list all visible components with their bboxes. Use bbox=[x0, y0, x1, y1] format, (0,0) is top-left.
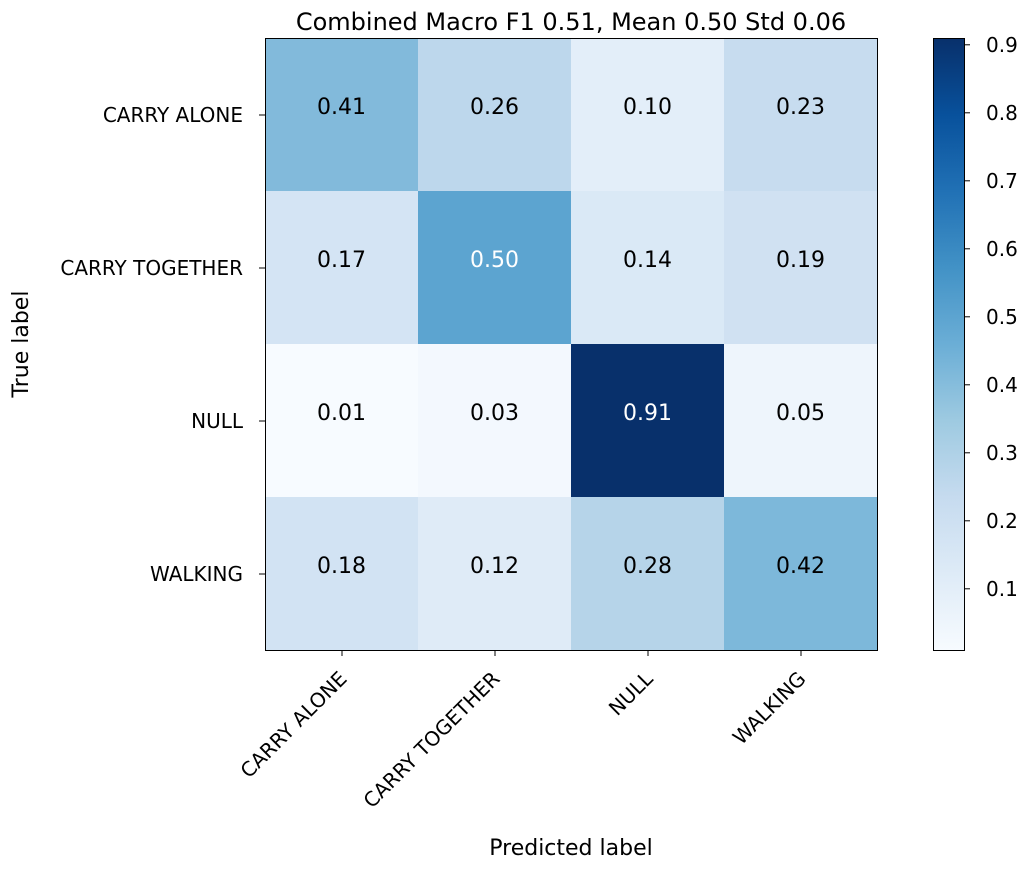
cell-value-label: 0.03 bbox=[470, 401, 519, 426]
heatmap-cell bbox=[571, 344, 725, 498]
cell-value-label: 0.41 bbox=[317, 95, 366, 120]
heatmap-cell bbox=[571, 497, 725, 651]
x-tick-label: CARRY TOGETHER bbox=[358, 666, 504, 812]
heatmap-cell bbox=[265, 191, 419, 345]
heatmap-cell bbox=[724, 497, 878, 651]
colorbar-tick-label: 0.8 bbox=[986, 101, 1018, 125]
cell-value-label: 0.18 bbox=[317, 554, 366, 579]
heatmap-cell bbox=[724, 38, 878, 192]
cell-value-label: 0.17 bbox=[317, 248, 366, 273]
colorbar-tick-label: 0.1 bbox=[986, 577, 1018, 601]
heatmap-cell bbox=[724, 191, 878, 345]
heatmap-cell bbox=[265, 38, 419, 192]
heatmap-cell bbox=[265, 344, 419, 498]
cell-value-label: 0.26 bbox=[470, 95, 519, 120]
cell-value-label: 0.12 bbox=[470, 554, 519, 579]
heatmap-cell bbox=[571, 38, 725, 192]
y-tick-label: WALKING bbox=[150, 562, 243, 586]
cell-value-label: 0.14 bbox=[623, 248, 672, 273]
x-tick-label: WALKING bbox=[728, 667, 811, 750]
y-tick-label: CARRY ALONE bbox=[103, 103, 243, 127]
heatmap-cell bbox=[571, 191, 725, 345]
colorbar bbox=[933, 38, 965, 651]
colorbar-tick-label: 0.2 bbox=[986, 509, 1018, 533]
cell-value-label: 0.28 bbox=[623, 554, 672, 579]
heatmap-cell bbox=[724, 344, 878, 498]
x-tick-label: NULL bbox=[604, 666, 658, 720]
colorbar-tick-label: 0.5 bbox=[986, 305, 1018, 329]
heatmap-cell bbox=[265, 497, 419, 651]
cell-value-label: 0.10 bbox=[623, 95, 672, 120]
cell-value-label: 0.01 bbox=[317, 401, 366, 426]
cell-value-label: 0.42 bbox=[776, 554, 825, 579]
chart-title: Combined Macro F1 0.51, Mean 0.50 Std 0.… bbox=[296, 8, 846, 36]
cell-value-label: 0.23 bbox=[776, 95, 825, 120]
colorbar-tick-label: 0.3 bbox=[986, 441, 1018, 465]
plot-frame bbox=[265, 38, 878, 651]
colorbar-tick-label: 0.4 bbox=[986, 373, 1018, 397]
y-axis-label: True label bbox=[9, 291, 34, 399]
x-tick-label: CARRY ALONE bbox=[235, 667, 351, 783]
heatmap-cell bbox=[418, 497, 572, 651]
cell-value-label: 0.05 bbox=[776, 401, 825, 426]
colorbar-tick-label: 0.7 bbox=[986, 169, 1018, 193]
heatmap-cells: 0.41 0.26 0.10 0.23 0.17 0.50 0.14 0.19 0.01 0.03… bbox=[265, 38, 878, 651]
colorbar-tick-label: 0.9 bbox=[986, 33, 1018, 57]
x-axis-label: Predicted label bbox=[489, 836, 652, 861]
colorbar-tick-label: 0.6 bbox=[986, 237, 1018, 261]
heatmap-cell bbox=[418, 38, 572, 192]
cell-value-label: 0.91 bbox=[623, 401, 672, 426]
heatmap-cell bbox=[418, 191, 572, 345]
y-tick-label: CARRY TOGETHER bbox=[60, 256, 243, 280]
heatmap-cell bbox=[418, 344, 572, 498]
cell-value-label: 0.50 bbox=[470, 248, 519, 273]
cell-value-label: 0.19 bbox=[776, 248, 825, 273]
colorbar-ticks: 0.1 0.2 0.3 0.4 0.5 0.6 0.7 0.8 0.9 bbox=[964, 33, 1018, 601]
y-tick-label: NULL bbox=[191, 409, 244, 433]
